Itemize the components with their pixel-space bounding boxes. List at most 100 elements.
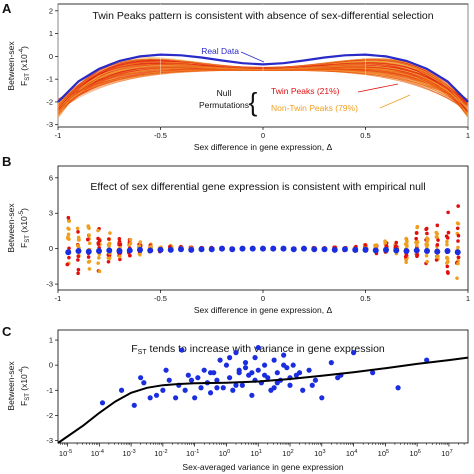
y-tick-label: 2 xyxy=(49,6,53,15)
null-permutation-point xyxy=(436,238,440,242)
real-data-point xyxy=(178,246,184,253)
data-point xyxy=(214,377,220,383)
null-permutation-point xyxy=(85,237,90,242)
annotation-null-line2: Permutations xyxy=(199,100,249,110)
data-point xyxy=(195,375,201,381)
data-point xyxy=(309,382,315,388)
data-point xyxy=(163,367,169,373)
real-data-point xyxy=(290,246,297,253)
data-point xyxy=(179,347,185,353)
data-point xyxy=(274,380,280,386)
svg-text:FST (x10-4): FST (x10-4) xyxy=(19,46,31,86)
panel-b-real-points xyxy=(65,245,461,256)
real-data-point xyxy=(85,248,92,255)
real-data-point xyxy=(106,247,113,254)
null-permutation-point xyxy=(117,236,122,241)
panel-b-ylabel: Between-sex FST (x10-5) xyxy=(6,203,31,253)
panel-b-ticks: -1 -0.5 0 0.5 1 -3 0 3 6 xyxy=(46,173,470,303)
null-permutation-point xyxy=(118,257,122,262)
null-permutation-point xyxy=(76,235,81,240)
null-permutation-point xyxy=(97,269,102,274)
null-permutation-point xyxy=(75,226,80,231)
data-point xyxy=(255,367,261,373)
real-data-point xyxy=(403,248,410,255)
null-permutation-point xyxy=(445,264,450,269)
y-tick-label: 1 xyxy=(49,336,53,345)
x-tick-label: 10-1 xyxy=(186,449,199,458)
real-data-point xyxy=(352,246,359,253)
x-tick-label: 10-2 xyxy=(154,449,167,458)
data-point xyxy=(141,380,147,386)
data-point xyxy=(395,385,401,391)
null-permutation-point xyxy=(445,236,450,240)
data-point xyxy=(214,385,220,391)
panel-c-plot-frame xyxy=(57,329,469,444)
y-tick-label: 1 xyxy=(49,29,53,38)
null-permutation-point xyxy=(138,240,143,244)
annotation-real-data: Real Data xyxy=(201,46,239,56)
null-permutation-point xyxy=(456,239,460,243)
data-point xyxy=(350,350,357,356)
null-permutation-point xyxy=(117,254,122,259)
data-point xyxy=(261,362,268,368)
null-permutation-point xyxy=(127,253,132,258)
real-data-point xyxy=(444,248,451,255)
null-permutation-point xyxy=(414,240,418,245)
real-data-point xyxy=(454,249,461,256)
y-tick-label: -2 xyxy=(46,97,53,106)
real-data-point xyxy=(372,247,379,254)
real-data-point xyxy=(137,246,143,253)
null-permutation-point xyxy=(456,255,461,260)
data-point xyxy=(249,392,255,398)
real-data-point xyxy=(311,246,318,253)
svg-text:Between-sex: Between-sex xyxy=(6,203,16,253)
null-permutation-point xyxy=(67,255,71,260)
null-permutation-point xyxy=(96,228,100,233)
null-permutation-point xyxy=(106,242,111,247)
panel-c: C FST tends to increase with variance in… xyxy=(2,324,469,472)
real-data-point xyxy=(65,249,72,256)
data-point xyxy=(160,387,166,393)
svg-text:FST (x10-5): FST (x10-5) xyxy=(19,208,31,248)
null-permutation-point xyxy=(415,224,420,229)
null-permutation-point xyxy=(96,242,101,246)
real-data-point xyxy=(362,246,369,253)
x-tick-label: 104 xyxy=(346,449,357,458)
null-permutation-point xyxy=(97,256,101,260)
null-permutation-point xyxy=(435,255,439,259)
real-data-point xyxy=(96,248,102,255)
x-tick-label: 101 xyxy=(251,449,262,458)
data-point xyxy=(233,350,239,356)
panel-c-xlabel: Sex-averaged variance in gene expression xyxy=(182,462,343,472)
data-point xyxy=(236,367,242,373)
real-data-point xyxy=(434,248,441,255)
real-data-point xyxy=(413,247,420,254)
data-point xyxy=(296,370,303,376)
data-point xyxy=(233,382,239,388)
data-point xyxy=(188,377,195,383)
data-point xyxy=(306,367,312,373)
data-point xyxy=(182,387,188,393)
null-permutation-point xyxy=(456,261,460,266)
null-permutation-point xyxy=(87,226,91,230)
null-permutation-point xyxy=(87,241,92,246)
x-tick-label: -1 xyxy=(55,131,62,140)
real-data-point xyxy=(424,248,430,255)
data-point xyxy=(185,372,191,378)
null-permutation-point xyxy=(67,246,71,251)
data-point xyxy=(252,355,258,361)
real-data-point xyxy=(188,246,195,253)
real-data-point xyxy=(270,245,277,252)
data-point xyxy=(166,377,172,383)
panel-c-letter: C xyxy=(2,324,12,339)
real-data-point xyxy=(280,245,287,252)
data-point xyxy=(207,390,214,396)
null-permutation-point xyxy=(75,243,80,248)
panel-a-real-data-line xyxy=(57,53,469,103)
panel-c-ylabel: Between-sex FST (x10-4) xyxy=(6,361,31,411)
y-tick-label: -1 xyxy=(46,75,53,84)
data-point xyxy=(220,385,226,391)
data-point xyxy=(147,395,153,401)
null-permutation-point xyxy=(128,237,133,242)
